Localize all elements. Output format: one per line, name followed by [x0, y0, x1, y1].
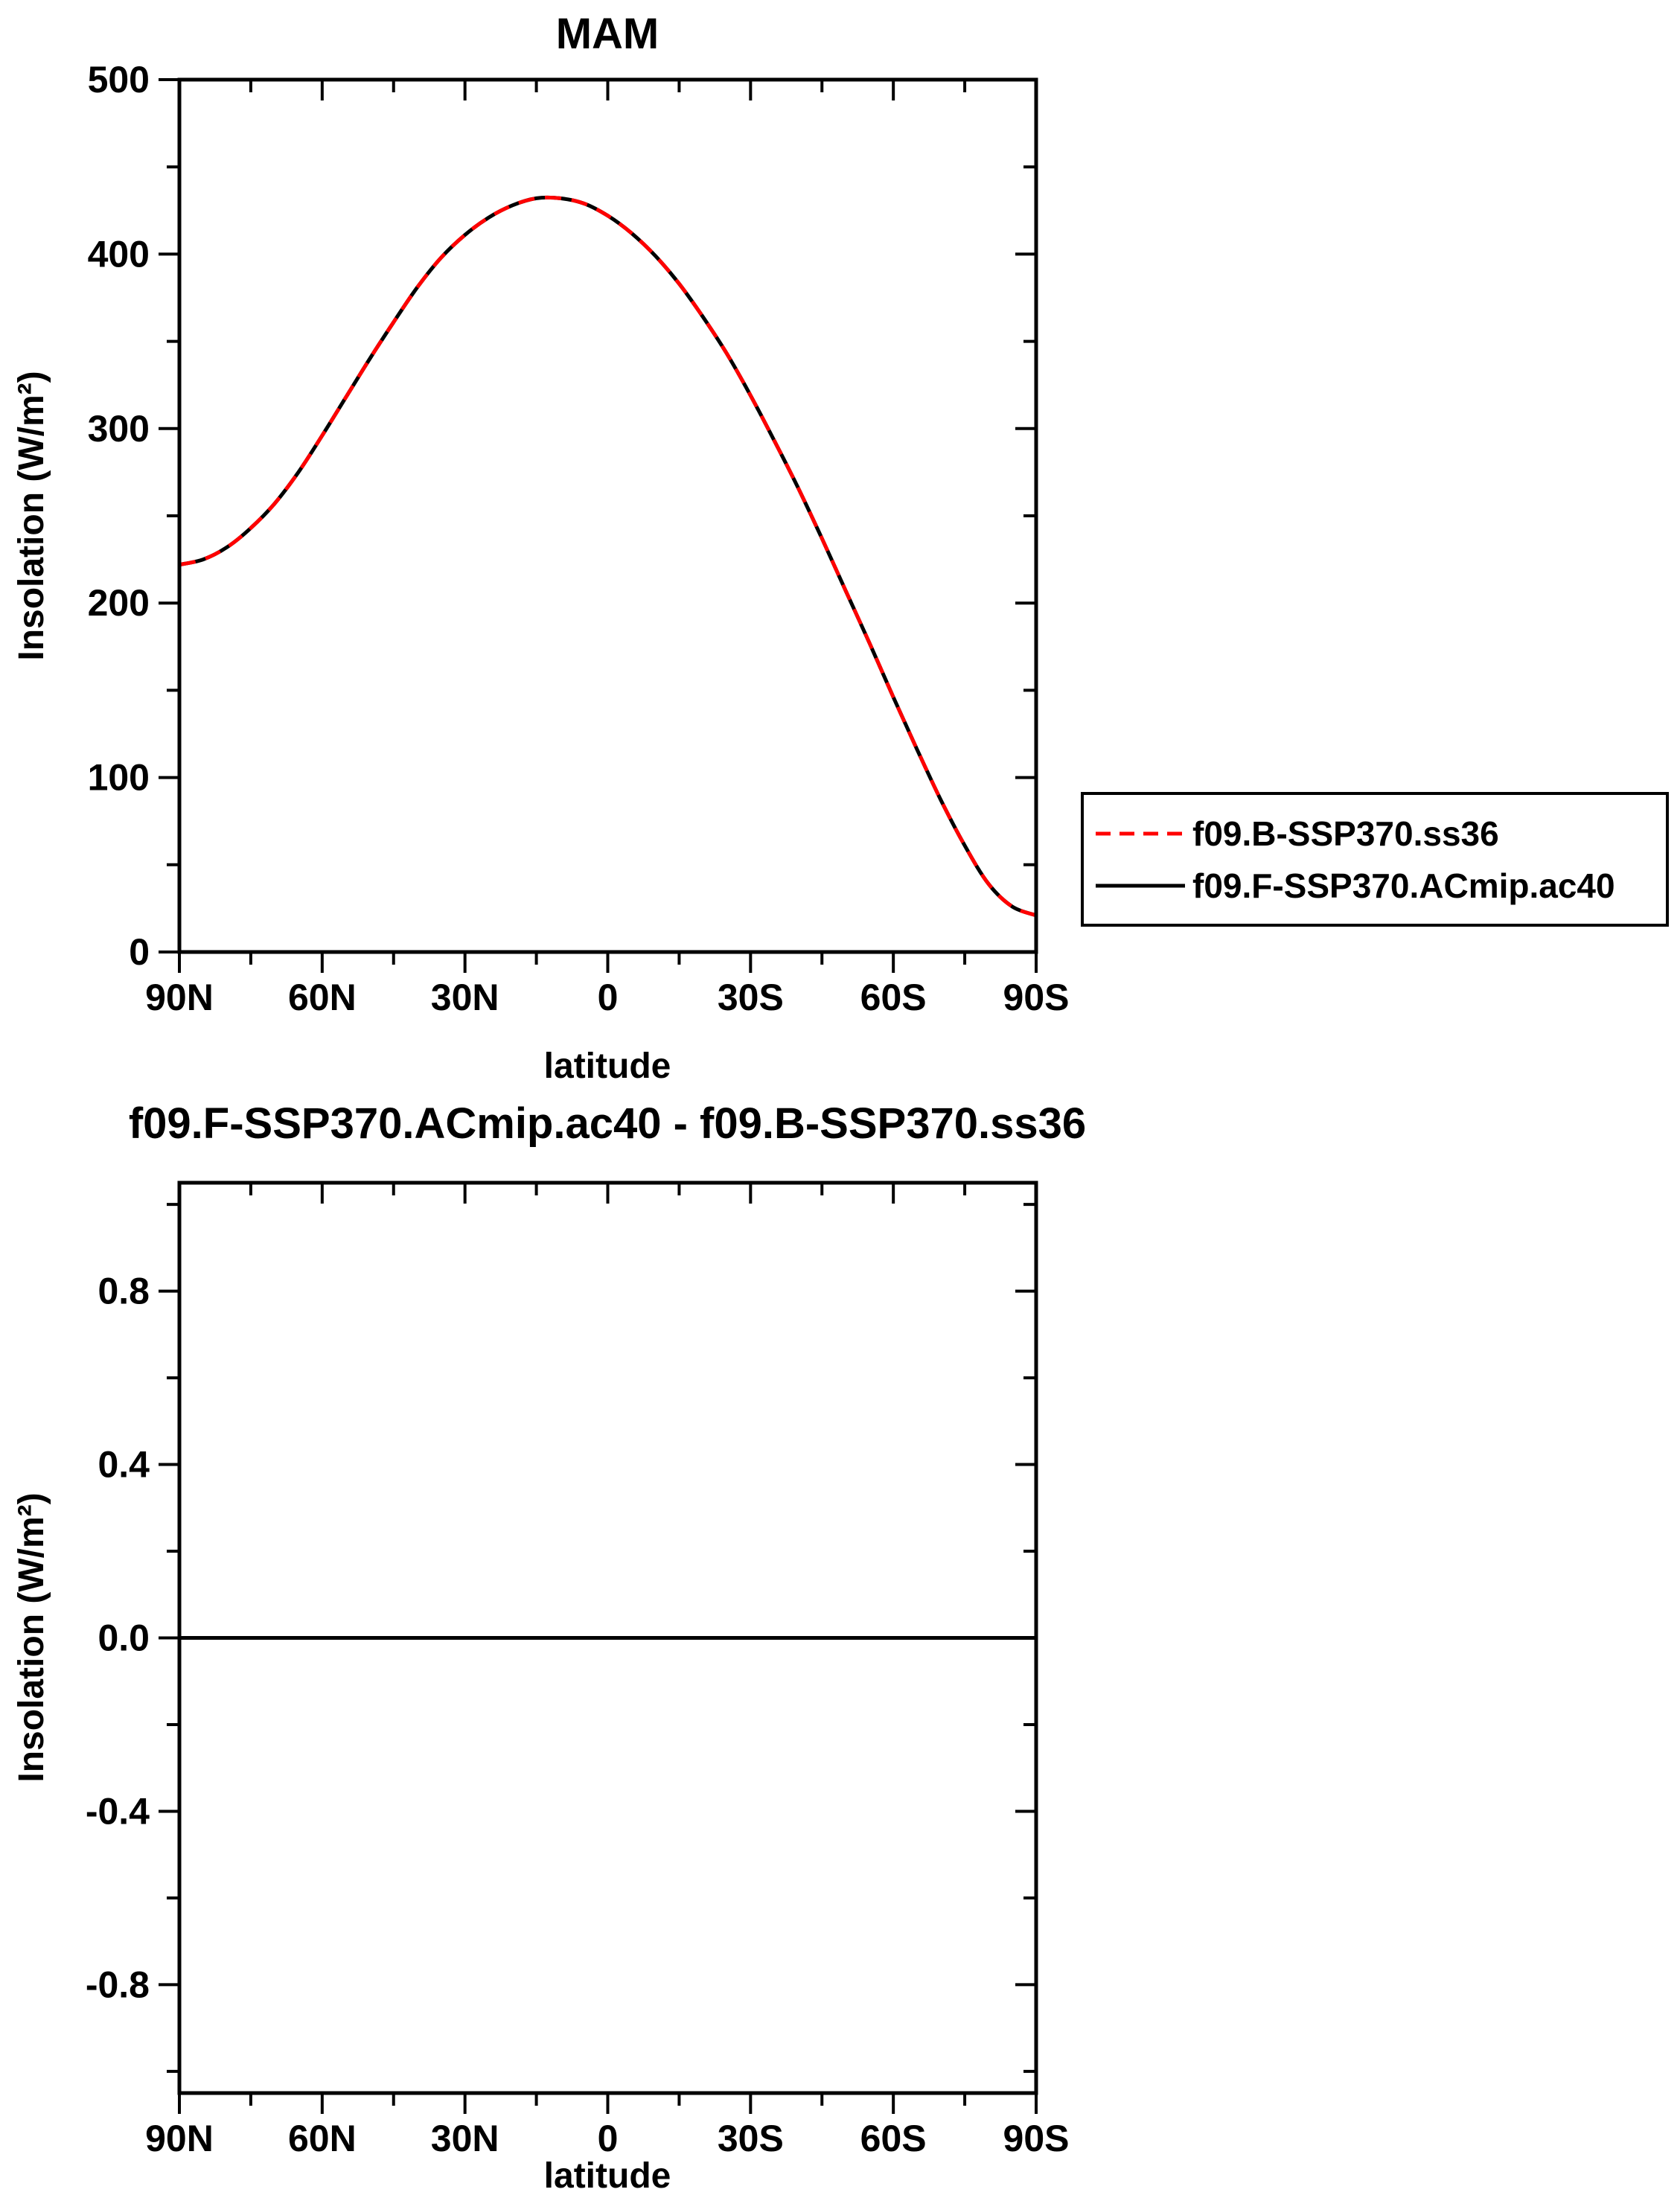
chart-0-y-tick-label: 200 [88, 582, 150, 624]
legend-item-solid: f09.F-SSP370.ACmip.ac40 [1094, 866, 1666, 906]
chart-1-x-tick-label: 90N [145, 2118, 214, 2159]
chart-0: 90N 60N 30N 0 30S 60S 90S 0 100 200 300 400 500 [88, 59, 1070, 1018]
chart-1-x-tick-label: 90S [1003, 2118, 1070, 2159]
chart-1-y-tick-label: 0.0 [98, 1617, 150, 1659]
chart-0-y-tick-label: 300 [88, 408, 150, 450]
chart-1-y-tick-label: 0.4 [98, 1444, 150, 1486]
chart-0-frame [177, 77, 1038, 954]
chart-0-y-tick-label: 500 [88, 59, 150, 100]
bottom-chart-x-axis-label: latitude [543, 2156, 671, 2196]
chart-0-x-tick-label: 60S [860, 977, 927, 1018]
chart-0-x-tick-label: 90S [1003, 977, 1070, 1018]
legend-solid-line-swatch [1096, 884, 1185, 887]
chart-0-y-tick-label: 100 [88, 757, 150, 799]
chart-1-frame [177, 1181, 1038, 2095]
chart-0-series-line [179, 195, 1037, 918]
chart-1: 90N 60N 30N 0 30S 60S 90S -0.8 -0.4 0.0 0.4 0.8 [86, 1181, 1070, 2159]
legend-label-series-1: f09.B-SSP370.ss36 [1192, 814, 1499, 853]
chart-1-y-tick-label: -0.8 [86, 1964, 150, 2005]
bottom-chart-y-axis-label: Insolation (W/m²) [12, 1492, 51, 1783]
chart-0-x-tick-label: 60N [288, 977, 357, 1018]
chart-0-x-tick-label: 90N [145, 977, 214, 1018]
chart-1-x-tick-label: 30N [431, 2118, 499, 2159]
chart-1-x-tick-label: 60N [288, 2118, 357, 2159]
legend-dashed-line-swatch [1096, 831, 1185, 835]
top-chart-y-axis-label: Insolation (W/m²) [12, 371, 51, 661]
chart-0-x-tick-label: 30S [718, 977, 784, 1018]
chart-1-x-tick-label: 30S [718, 2118, 784, 2159]
top-chart-title: MAM [555, 10, 659, 58]
bottom-chart-title: f09.F-SSP370.ACmip.ac40 - f09.B-SSP370.s… [128, 1099, 1087, 1148]
chart-0-x-tick-label: 0 [598, 977, 619, 1018]
legend-label-series-2: f09.F-SSP370.ACmip.ac40 [1192, 866, 1615, 905]
chart-0-y-tick-label: 0 [129, 931, 150, 973]
top-chart-x-axis-label: latitude [543, 1047, 671, 1086]
chart-0-series-line [179, 195, 1037, 918]
chart-1-x-tick-label: 60S [860, 2118, 927, 2159]
chart-1-y-tick-label: 0.8 [98, 1271, 150, 1312]
chart-0-y-tick-label: 400 [88, 233, 150, 275]
chart-0-x-tick-label: 30N [431, 977, 499, 1018]
chart-1-y-tick-label: -0.4 [86, 1790, 150, 1832]
legend-box: f09.B-SSP370.ss36 f09.F-SSP370.ACmip.ac4… [1081, 792, 1669, 927]
chart-1-x-tick-label: 0 [598, 2118, 619, 2159]
legend-item-dashed: f09.B-SSP370.ss36 [1094, 814, 1666, 854]
